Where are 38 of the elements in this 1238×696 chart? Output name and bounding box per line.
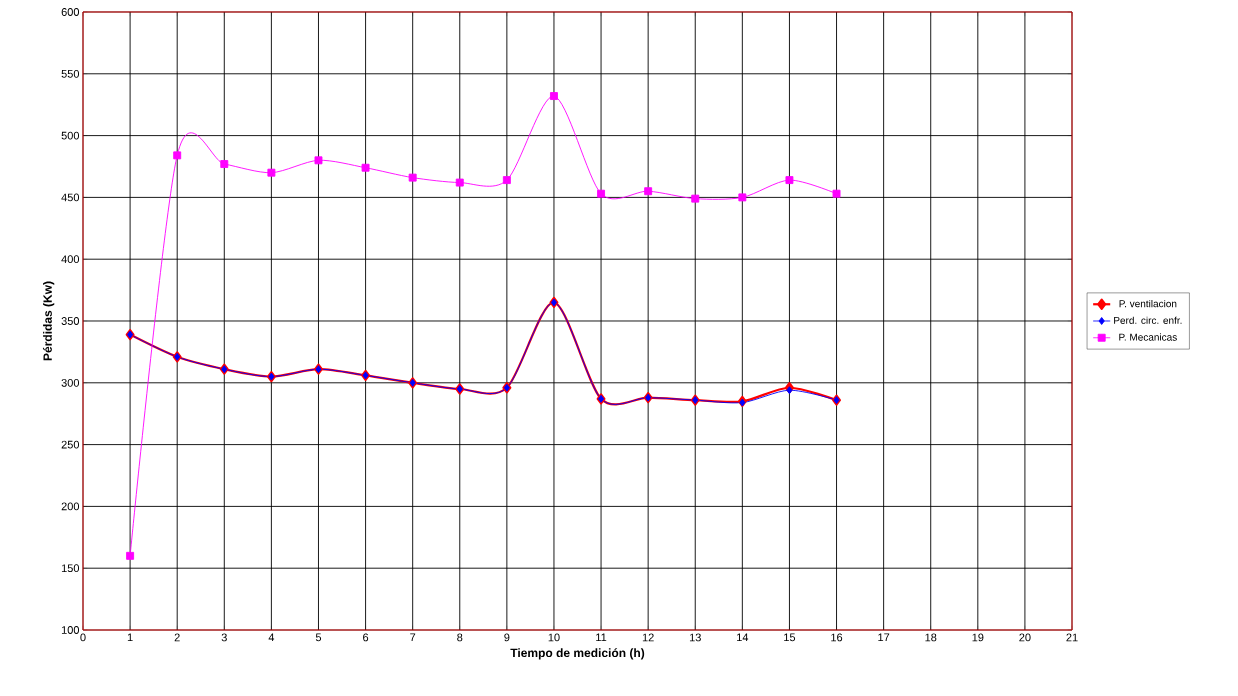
x-tick-label: 20 (1019, 633, 1031, 642)
y-tick-label: 200 (61, 502, 80, 511)
y-tick-label: 550 (61, 69, 80, 78)
y-tick-label: 150 (61, 564, 80, 573)
x-tick-label: 8 (457, 633, 463, 642)
y-tick-label: 300 (61, 378, 80, 387)
legend-label: Perd. circ. enfr. (1114, 316, 1182, 324)
x-tick-label: 1 (127, 633, 133, 642)
x-tick-label: 2 (174, 633, 180, 642)
y-axis-title: Pérdidas (Kw) (42, 281, 55, 361)
x-axis-title: Tiempo de medición (h) (510, 648, 645, 660)
x-tick-label: 13 (689, 633, 701, 642)
x-tick-label: 10 (548, 633, 560, 642)
x-tick-label: 6 (363, 633, 369, 642)
x-tick-label: 3 (221, 633, 227, 642)
y-tick-label: 350 (61, 317, 80, 325)
legend-label: P. ventilacion (1119, 299, 1177, 308)
y-tick-label: 500 (61, 131, 80, 140)
x-tick-label: 9 (504, 633, 510, 642)
x-tick-label: 21 (1066, 633, 1078, 642)
x-tick-label: 4 (268, 633, 275, 642)
x-tick-label: 14 (737, 633, 749, 642)
x-tick-label: 5 (315, 633, 322, 642)
y-tick-label: 100 (61, 626, 80, 634)
y-tick-label: 250 (61, 440, 80, 449)
x-tick-label: 18 (925, 633, 937, 642)
x-tick-label: 16 (831, 633, 843, 642)
y-tick-label: 600 (61, 8, 80, 16)
x-tick-label: 17 (878, 633, 890, 642)
y-tick-label: 400 (61, 255, 80, 264)
y-tick-label: 450 (61, 193, 80, 202)
x-tick-label: 11 (596, 633, 607, 642)
x-tick-label: 12 (642, 633, 654, 642)
x-tick-label: 15 (784, 633, 796, 642)
x-tick-label: 7 (410, 633, 416, 642)
x-tick-label: 0 (80, 633, 86, 642)
legend-label: P. Mecanicas (1119, 333, 1177, 341)
x-tick-label: 19 (972, 633, 984, 642)
